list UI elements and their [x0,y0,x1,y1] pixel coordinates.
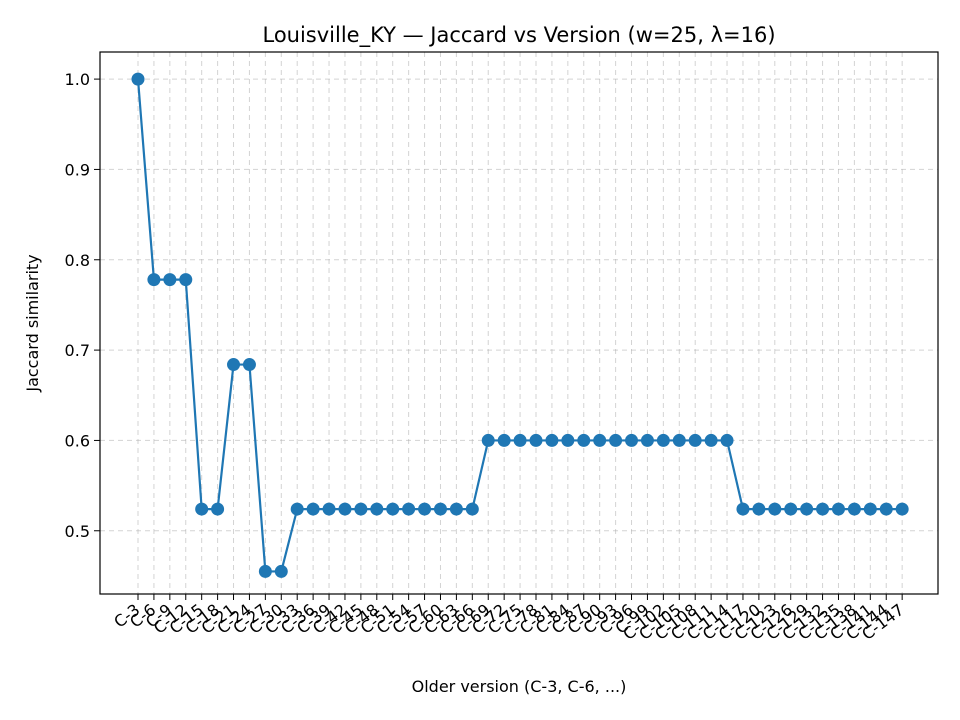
data-point [800,502,814,516]
data-point [338,502,352,516]
data-point [195,502,209,516]
data-point [354,502,368,516]
data-point [831,502,845,516]
data-point [322,502,336,516]
data-point [609,433,623,447]
data-point [211,502,225,516]
x-axis-label: Older version (C-3, C-6, ...) [412,677,627,696]
data-point [386,502,400,516]
data-point [370,502,384,516]
data-point [816,502,830,516]
data-point [242,358,256,372]
data-point [688,433,702,447]
data-point [227,358,241,372]
data-point [895,502,909,516]
x-axis-ticks: C-3C-6C-9C-12C-15C-18C-21C-24C-27C-30C-3… [110,594,908,644]
data-point [274,564,288,578]
data-point [656,433,670,447]
data-point [545,433,559,447]
grid-lines [100,52,938,594]
data-point [258,564,272,578]
data-point [131,72,145,86]
data-point [672,433,686,447]
chart-title: Louisville_KY — Jaccard vs Version (w=25… [262,23,775,48]
y-tick-label: 1.0 [65,70,90,89]
data-point [497,433,511,447]
data-point [577,433,591,447]
y-axis-ticks: 0.5 0.6 0.7 0.8 0.9 1.0 [65,70,100,541]
y-tick-label: 0.7 [65,341,90,360]
data-point [433,502,447,516]
data-point [720,433,734,447]
y-axis-label: Jaccard similarity [23,254,42,392]
data-point [163,273,177,287]
data-point [704,433,718,447]
y-tick-label: 0.9 [65,160,90,179]
y-tick-label: 0.8 [65,251,90,270]
data-point [561,433,575,447]
data-point [879,502,893,516]
data-point [513,433,527,447]
y-tick-label: 0.5 [65,522,90,541]
data-point [179,273,193,287]
plot-frame [99,51,939,595]
data-point [418,502,432,516]
y-tick-label: 0.6 [65,431,90,450]
series-layer [131,72,909,578]
data-point [768,502,782,516]
data-point [306,502,320,516]
data-point [529,433,543,447]
data-point [863,502,877,516]
data-point [847,502,861,516]
data-point [625,433,639,447]
data-point [449,502,463,516]
data-point [481,433,495,447]
data-point [736,502,750,516]
data-point [784,502,798,516]
data-point [147,273,161,287]
data-point [593,433,607,447]
data-point [290,502,304,516]
data-point [402,502,416,516]
data-point [752,502,766,516]
data-point [465,502,479,516]
data-point [640,433,654,447]
